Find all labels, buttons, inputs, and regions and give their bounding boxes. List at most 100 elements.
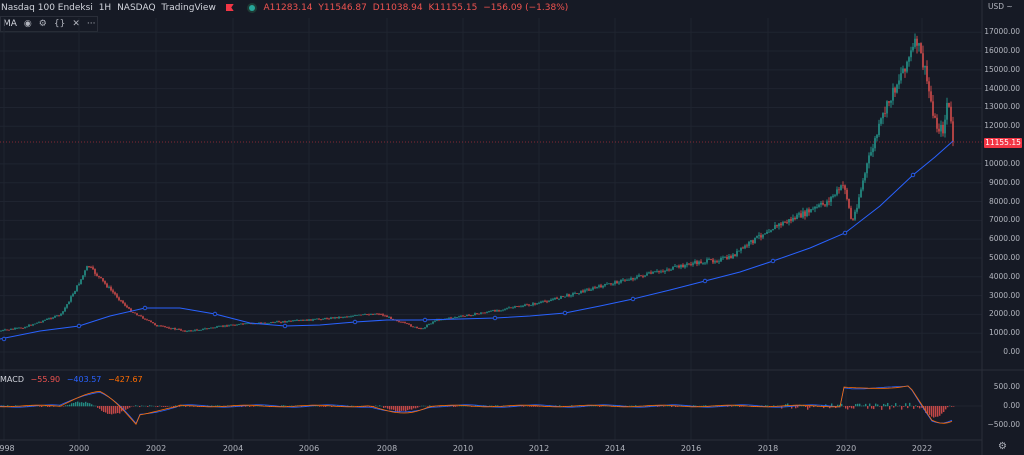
macd-histogram-bar [945, 406, 947, 410]
candle-body [92, 267, 94, 270]
macd-tick-label: 0.00 [1003, 401, 1020, 410]
macd-histogram-bar [181, 405, 183, 407]
candle-body [402, 322, 404, 323]
price-axis[interactable]: 17000.00 16000.00 15000.00 14000.00 13000.00… [982, 0, 1024, 440]
source-code-icon[interactable]: {} [53, 19, 66, 29]
more-icon[interactable]: ··· [86, 19, 96, 29]
candle-body [512, 307, 514, 309]
interval[interactable]: 1H [98, 3, 112, 13]
macd-histogram-bar [693, 405, 695, 407]
macd-histogram-bar [283, 405, 285, 407]
candle-body [390, 316, 392, 319]
macd-histogram-bar [595, 405, 597, 407]
macd-histogram-bar [135, 405, 137, 407]
candle-body [910, 50, 912, 58]
candle-body [294, 320, 296, 322]
macd-histogram-bar [107, 406, 109, 414]
candle-body [702, 263, 704, 264]
candle-body [628, 279, 630, 281]
candle-body [96, 273, 98, 276]
candle-body [762, 234, 764, 238]
candle-body [624, 279, 626, 281]
candle-body [944, 119, 946, 134]
macd-histogram-bar [101, 406, 103, 411]
time-tick-label: 2004 [222, 444, 244, 453]
macd-histogram-bar [879, 406, 881, 407]
signal-line [0, 385, 953, 426]
candle-body [948, 102, 950, 107]
candle-body [282, 321, 284, 323]
macd-histogram-bar [81, 402, 83, 407]
macd-histogram-bar [397, 406, 399, 412]
candle-body [492, 310, 494, 311]
candle-body [208, 328, 210, 329]
candle-body [2, 330, 4, 331]
market-status-icon [248, 4, 255, 11]
macd-histogram-bar [331, 406, 333, 407]
candle-body [488, 311, 490, 313]
macd-histogram-bar [735, 405, 737, 407]
price-tick-label: 2000.00 [988, 309, 1020, 319]
time-axis[interactable]: 998 2000 2002 2004 2006 2008 2010 2012 2014 2016 2… [0, 441, 982, 455]
candle-body [80, 279, 82, 285]
macd-value-histogram: −55.90 [30, 375, 61, 384]
macd-histogram-bar [885, 404, 887, 407]
candle-body [682, 264, 684, 268]
ma-marker [212, 311, 218, 317]
candle-body [308, 319, 310, 321]
candle-body [178, 329, 180, 330]
candle-body [482, 312, 484, 314]
settings-icon[interactable]: ⚙ [38, 19, 47, 29]
candle-body [274, 322, 276, 323]
candle-body [826, 201, 828, 206]
macd-histogram-bar [815, 404, 817, 407]
macd-histogram-bar [821, 405, 823, 407]
candle-body [670, 269, 672, 271]
macd-histogram-bar [901, 406, 903, 410]
candle-body [558, 298, 560, 300]
macd-histogram-bar [645, 406, 647, 407]
candle-body [804, 211, 806, 217]
candle-body [104, 281, 106, 284]
macd-histogram-bar [851, 406, 853, 409]
candle-body [612, 283, 614, 285]
candle-body [868, 155, 870, 164]
macd-histogram-bar [737, 405, 739, 407]
candle-body [368, 314, 370, 316]
candle-body [16, 327, 18, 329]
macd-histogram-bar [741, 406, 743, 407]
candle-body [780, 223, 782, 226]
candle-body [130, 308, 132, 313]
candle-body [666, 269, 668, 271]
macd-histogram-bar [529, 406, 531, 407]
macd-histogram-bar [423, 405, 425, 407]
macd-histogram-bar [113, 406, 115, 414]
flag-icon[interactable] [225, 4, 234, 11]
candle-body [240, 323, 242, 325]
candle-body [430, 323, 432, 325]
macd-histogram-bar [613, 405, 615, 407]
candle-body [420, 328, 422, 329]
macd-legend[interactable]: MACD −55.90 −403.57 −427.67 [0, 374, 147, 386]
ma-legend[interactable]: MA ◉ ⚙ {} ✕ ··· [0, 16, 99, 32]
candle-body [326, 317, 328, 319]
macd-histogram-bar [773, 405, 775, 407]
candle-body [876, 135, 878, 139]
macd-histogram-bar [65, 405, 67, 407]
candle-body [516, 306, 518, 308]
currency-selector[interactable]: USD ~ [988, 2, 1013, 11]
candle-body [10, 328, 12, 330]
symbol-name[interactable]: Nasdaq 100 Endeksi [1, 3, 93, 13]
close-icon[interactable]: ✕ [72, 19, 80, 29]
candle-body [24, 326, 26, 329]
candle-body [632, 278, 634, 280]
candle-body [132, 312, 134, 313]
candle-body [316, 318, 318, 320]
settings-icon[interactable]: ⚙ [998, 441, 1007, 452]
candle-body [454, 317, 456, 319]
macd-histogram-bar [797, 406, 799, 408]
eye-icon[interactable]: ◉ [23, 19, 32, 29]
candle-body [12, 328, 14, 330]
macd-histogram-bar [921, 406, 923, 408]
